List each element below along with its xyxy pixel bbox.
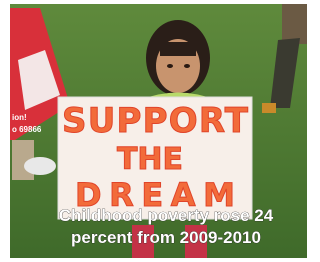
page: ion! o 69866 SUPPORT THE DREAM Childhood… <box>0 0 311 262</box>
sign: SUPPORT THE DREAM <box>58 97 252 219</box>
shoe <box>24 157 56 175</box>
sign-text: SUPPORT <box>62 101 249 141</box>
left-sign-text: o 69866 <box>12 125 42 134</box>
caption: Childhood poverty rose 24 <box>59 206 274 225</box>
caption: percent from 2009-2010 <box>71 228 261 247</box>
left-sign-text: ion! <box>12 113 27 122</box>
sign-text: THE <box>117 142 183 177</box>
photo: ion! o 69866 SUPPORT THE DREAM Childhood… <box>0 0 311 262</box>
